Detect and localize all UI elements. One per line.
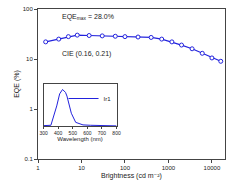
svg-text:600: 600 xyxy=(83,130,92,136)
svg-text:1: 1 xyxy=(36,165,40,171)
svg-text:700: 700 xyxy=(98,130,107,136)
svg-text:100: 100 xyxy=(120,165,131,171)
svg-text:400: 400 xyxy=(54,130,63,136)
svg-text:1000: 1000 xyxy=(162,165,176,171)
svg-text:500: 500 xyxy=(69,130,78,136)
svg-text:300: 300 xyxy=(39,130,48,136)
svg-text:10: 10 xyxy=(26,56,33,62)
svg-text:800: 800 xyxy=(112,130,121,136)
svg-text:Brightness (cd m⁻²): Brightness (cd m⁻²) xyxy=(101,172,162,180)
svg-text:10: 10 xyxy=(78,165,85,171)
svg-text:EQE (%): EQE (%) xyxy=(13,70,21,98)
svg-text:EQE​max​ = 28.0%: EQE​max​ = 28.0% xyxy=(62,13,114,21)
svg-text:0.1: 0.1 xyxy=(24,156,33,162)
svg-text:Wavelength (nm): Wavelength (nm) xyxy=(57,136,102,142)
svg-text:100: 100 xyxy=(23,6,34,12)
svg-text:Ir1: Ir1 xyxy=(104,96,112,102)
svg-text:CIE (0.16, 0.21): CIE (0.16, 0.21) xyxy=(62,50,111,58)
svg-text:10000: 10000 xyxy=(204,165,221,171)
svg-text:1: 1 xyxy=(29,106,33,112)
